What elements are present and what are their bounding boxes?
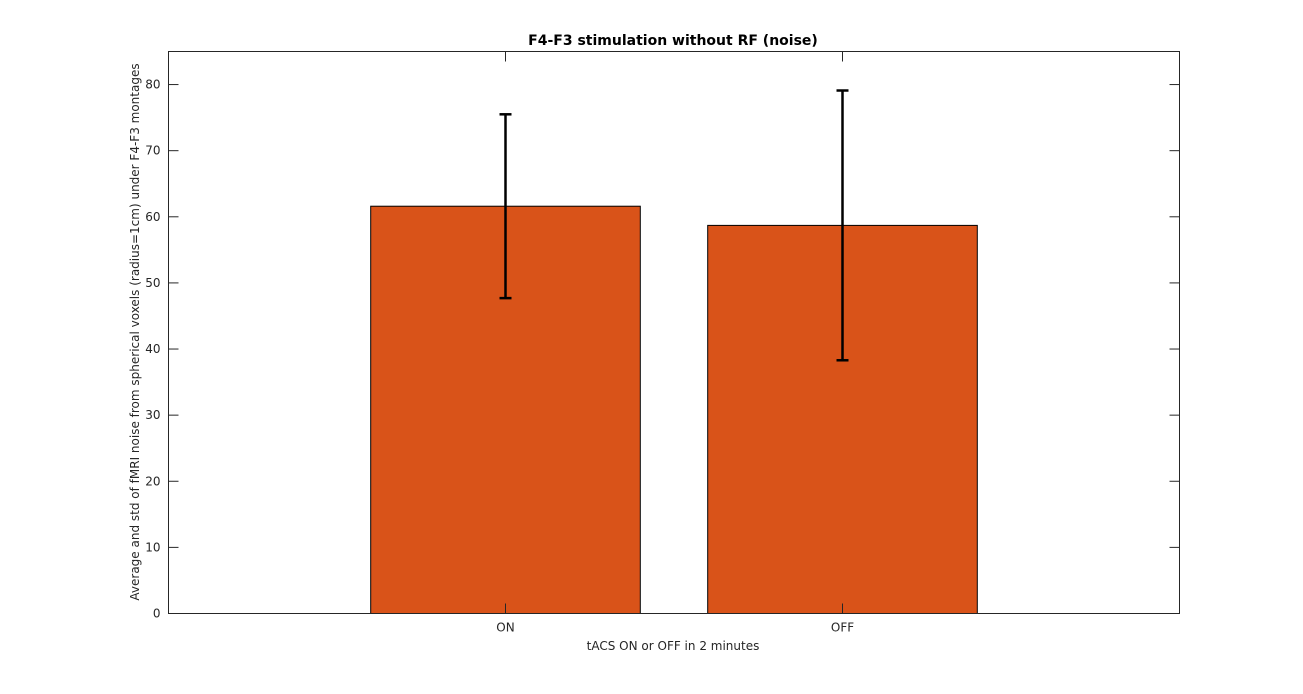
error-bar-off [836, 89, 849, 362]
y-tick-label: 80 [145, 78, 160, 92]
chart-title: F4-F3 stimulation without RF (noise) [528, 33, 818, 49]
y-tick-label: 40 [145, 342, 160, 356]
y-tick-label: 30 [145, 408, 160, 422]
y-tick-label: 70 [145, 144, 160, 158]
plot-area: 0 10 20 30 40 50 60 70 80 ON OFF [145, 51, 1180, 635]
x-tick-label-on: ON [496, 621, 514, 635]
y-tick-label: 10 [145, 540, 160, 554]
y-axis-label: Average and std of fMRI noise from spher… [128, 63, 142, 600]
y-tick-label: 20 [145, 474, 160, 488]
x-tick-label-off: OFF [831, 621, 854, 635]
error-bar-on [499, 113, 512, 300]
y-tick-label: 50 [145, 276, 160, 290]
axes-box [168, 51, 1180, 614]
y-tick-label: 0 [153, 607, 161, 621]
x-axis-label: tACS ON or OFF in 2 minutes [587, 639, 760, 653]
y-tick-label: 60 [145, 210, 160, 224]
